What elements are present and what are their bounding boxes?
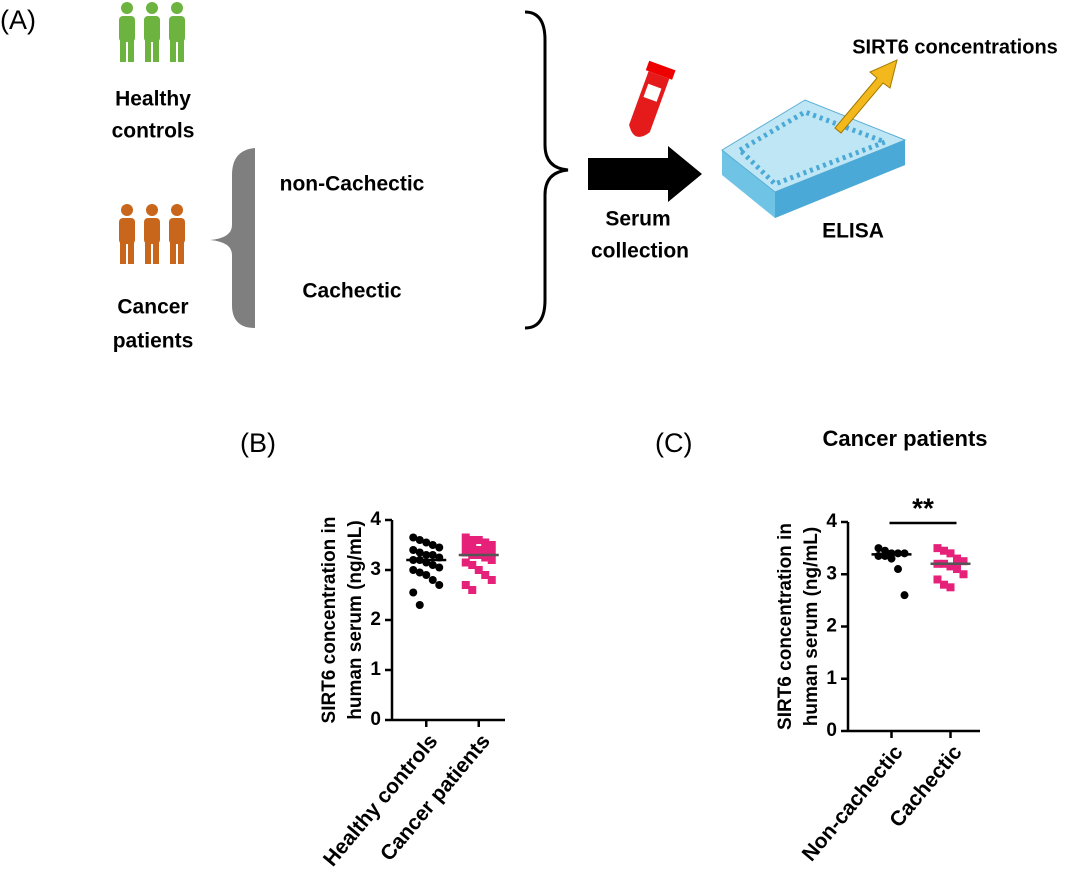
y-axis-label: SIRT6 concentration in — [775, 523, 796, 730]
y-tick-label: 3 — [826, 563, 837, 584]
data-point — [461, 541, 470, 549]
annotation: ** — [912, 492, 934, 523]
elisa-plate — [721, 99, 907, 218]
label: SIRT6 concentrations — [852, 36, 1058, 58]
data-point — [474, 566, 483, 574]
data-point — [487, 541, 496, 549]
panel-label: (A) — [0, 5, 36, 35]
data-point — [959, 557, 968, 566]
y-tick-label: 1 — [370, 659, 381, 680]
x-tick-label: Non-cachectic — [798, 741, 908, 866]
arrow — [834, 59, 898, 134]
data-point — [946, 562, 955, 571]
data-point — [894, 565, 902, 574]
data-point — [415, 601, 424, 609]
data-point — [481, 538, 490, 547]
data-point — [487, 556, 496, 564]
data-point — [953, 565, 961, 574]
data-point — [461, 558, 470, 567]
label: patients — [113, 330, 194, 353]
data-point — [461, 533, 470, 542]
data-point — [487, 576, 496, 584]
label: controls — [112, 120, 195, 143]
y-axis-label: human serum (ng/mL) — [801, 527, 822, 727]
data-point — [474, 546, 483, 554]
data-point — [428, 541, 437, 549]
label: Serum — [605, 208, 670, 231]
data-point — [887, 554, 896, 563]
data-point — [900, 591, 909, 600]
data-point — [428, 551, 437, 559]
panel-label: (B) — [240, 428, 276, 458]
data-point — [415, 548, 424, 557]
healthy-icons — [119, 2, 185, 62]
y-axis-label: human serum (ng/mL) — [345, 520, 366, 720]
data-point — [481, 553, 490, 562]
data-point — [415, 536, 424, 544]
tube — [629, 60, 676, 137]
data-point — [468, 586, 477, 594]
y-tick-label: 4 — [826, 511, 837, 532]
data-point — [422, 538, 431, 547]
data-point — [959, 570, 968, 579]
data-point — [435, 581, 444, 589]
label: non-Cachectic — [280, 173, 425, 196]
chart-title: Cancer patients — [822, 426, 987, 451]
data-point — [933, 544, 942, 553]
data-point — [487, 548, 496, 557]
label: Cachectic — [302, 280, 402, 303]
y-tick-label: 2 — [370, 609, 381, 630]
label: ELISA — [822, 220, 884, 243]
y-tick-label: 0 — [370, 709, 381, 730]
data-point — [409, 588, 418, 597]
data-point — [409, 546, 418, 554]
data-point — [946, 583, 955, 592]
data-point — [422, 551, 431, 559]
data-point — [953, 554, 961, 563]
label: Healthy — [115, 88, 191, 111]
data-point — [946, 549, 955, 558]
y-tick-label: 3 — [370, 559, 381, 580]
data-point — [435, 543, 444, 552]
data-point — [940, 580, 948, 589]
data-point — [933, 575, 942, 584]
brace — [524, 10, 569, 330]
panel-label: (C) — [655, 428, 692, 458]
data-point — [461, 548, 470, 557]
brace — [210, 148, 255, 328]
data-point — [481, 546, 490, 554]
y-tick-label: 4 — [370, 509, 381, 530]
data-point — [428, 576, 437, 584]
data-point — [468, 561, 477, 569]
cancer-icons — [119, 204, 185, 264]
data-point — [409, 566, 418, 574]
data-point — [874, 544, 883, 553]
data-point — [422, 571, 431, 579]
label: Cancer — [117, 296, 188, 319]
data-point — [409, 533, 418, 542]
data-point — [940, 546, 948, 555]
y-tick-label: 1 — [826, 668, 837, 689]
data-point — [468, 536, 477, 544]
y-tick-label: 2 — [826, 616, 837, 637]
data-point — [435, 563, 444, 572]
data-point — [474, 536, 483, 544]
data-point — [415, 568, 424, 577]
data-point — [481, 571, 490, 579]
y-axis-label: SIRT6 concentration in — [319, 517, 340, 724]
data-point — [468, 543, 477, 552]
arrow — [588, 146, 702, 202]
data-point — [461, 581, 470, 589]
label: collection — [591, 240, 689, 263]
diagram: (A) Healthy controls Cancer patients non… — [0, 2, 1058, 353]
data-point — [428, 561, 437, 569]
y-tick-label: 0 — [826, 720, 837, 741]
